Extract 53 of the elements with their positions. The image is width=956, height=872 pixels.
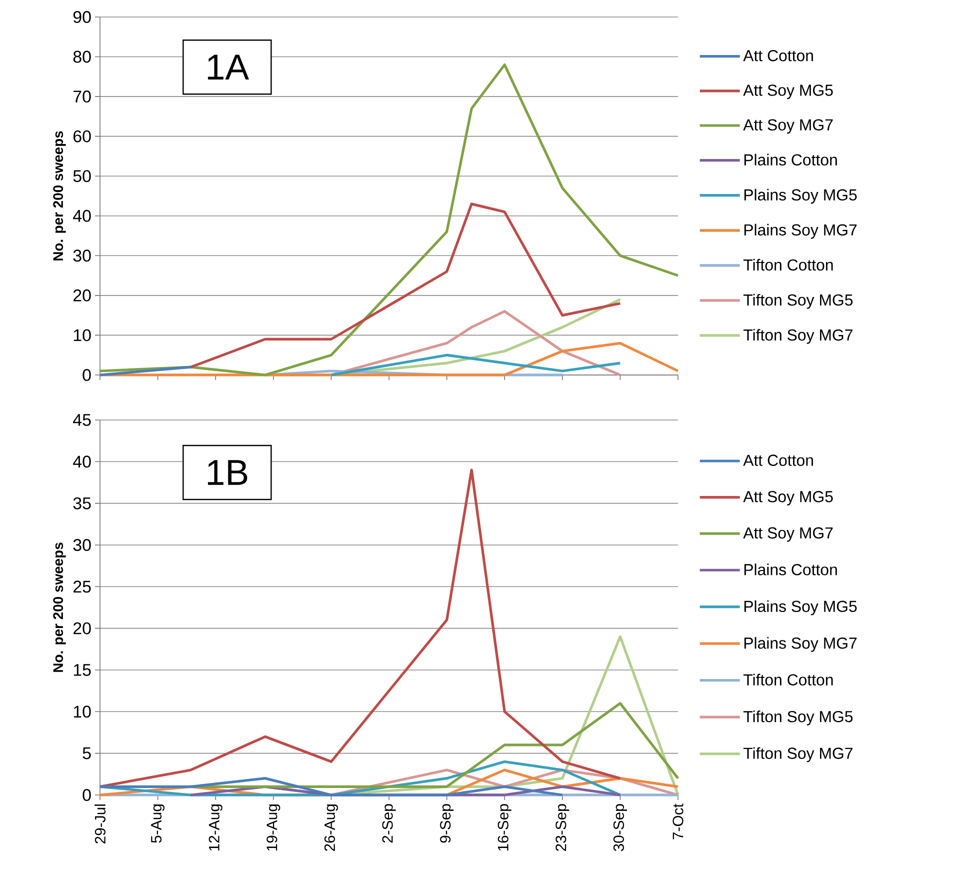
x-tick-label: 30-Sep (613, 804, 627, 852)
legend-label: Att Cotton (743, 50, 813, 62)
y-tick-label: 0 (82, 368, 91, 381)
legend-label: Tifton Cotton (743, 674, 833, 686)
y-tick-label: 5 (82, 747, 91, 760)
y-tick-label: 15 (74, 664, 91, 676)
y-tick-label: 10 (74, 329, 91, 342)
legend-label: Att Cotton (743, 454, 813, 466)
x-tick-label: 19-Aug (266, 804, 280, 851)
legend-label: Plains Soy MG5 (744, 188, 857, 204)
legend-label: Att Soy MG7 (743, 527, 833, 542)
legend-label: Tifton Soy MG7 (743, 328, 852, 344)
legend-label: Plains Cotton (744, 154, 837, 166)
x-tick-label: 9-Sep (440, 804, 454, 843)
legend-label: Att Soy MG5 (743, 84, 833, 100)
x-tick-label: 29-Jul (94, 804, 106, 844)
x-tick-label: 5-Aug (151, 804, 164, 843)
y-tick-label: 20 (74, 289, 91, 302)
y-tick-label: 70 (74, 90, 91, 103)
legend-label: Tifton Cotton (743, 258, 833, 271)
y-tick-label: 90 (73, 10, 91, 23)
y-tick-label: 20 (74, 622, 91, 634)
y-tick-label: 10 (74, 706, 91, 718)
legend-label: Att Soy MG5 (743, 490, 833, 506)
y-tick-label: 30 (73, 538, 91, 551)
y-tick-label: 60 (74, 130, 91, 142)
y-axis-title: No. per 200 sweeps (53, 542, 66, 672)
legend-label: Tifton Soy MG5 (743, 294, 853, 309)
legend-label: Tifton Soy MG7 (743, 747, 852, 762)
legend-label: Plains Soy MG7 (744, 637, 857, 652)
legend-label: Tifton Soy MG5 (743, 710, 853, 726)
annotation: 1B (208, 460, 248, 485)
x-tick-label: 16-Sep (498, 804, 512, 851)
y-tick-label: 35 (73, 497, 91, 510)
x-tick-label: 23-Sep (556, 804, 570, 851)
y-tick-label: 45 (73, 414, 91, 426)
y-tick-label: 25 (74, 580, 91, 593)
legend-label: Plains Cotton (744, 564, 837, 576)
x-tick-label: 2-Sep (382, 804, 396, 843)
annotation: 1A (208, 54, 250, 80)
y-tick-label: 80 (73, 50, 91, 63)
x-tick-label: 26-Aug (324, 804, 338, 851)
y-tick-label: 0 (82, 788, 91, 801)
legend-label: Plains Soy MG5 (744, 600, 857, 616)
y-tick-label: 50 (73, 170, 91, 182)
y-tick-label: 30 (73, 250, 91, 262)
legend-label: Plains Soy MG7 (744, 224, 857, 239)
y-axis-title: No. per 200 sweeps (53, 131, 66, 260)
legend-label: Att Soy MG7 (743, 119, 833, 134)
y-tick-label: 40 (73, 210, 91, 222)
x-tick-label: 12-Aug (208, 804, 222, 851)
x-tick-label: 7-Oct (672, 804, 684, 840)
y-tick-label: 40 (73, 456, 91, 468)
